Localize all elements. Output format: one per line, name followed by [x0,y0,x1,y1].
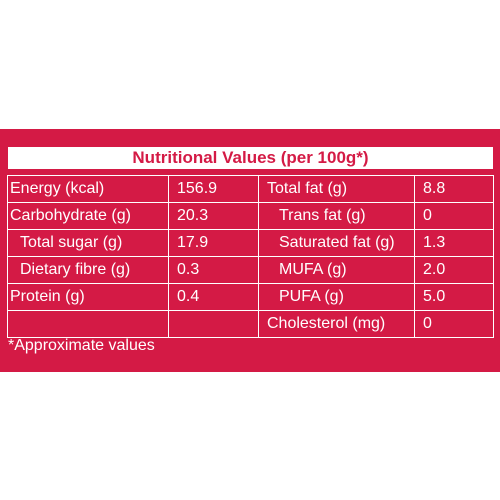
empty-value [168,310,259,338]
empty-label [7,310,169,338]
cholesterol-label: Cholesterol (mg) [258,310,415,338]
dietary-fibre-label: Dietary fibre (g) [7,256,169,284]
trans-fat-value: 0 [414,202,494,230]
nutrition-panel: Nutritional Values (per 100g*) Energy (k… [0,129,500,372]
table-row: Dietary fibre (g) 0.3 MUFA (g) 2.0 [7,256,494,284]
table-row: Energy (kcal) 156.9 Total fat (g) 8.8 [7,175,494,203]
table-row: Cholesterol (mg) 0 [7,310,494,338]
pufa-value: 5.0 [414,283,494,311]
cholesterol-value: 0 [414,310,494,338]
protein-label: Protein (g) [7,283,169,311]
table-row: Total sugar (g) 17.9 Saturated fat (g) 1… [7,229,494,257]
saturated-fat-label: Saturated fat (g) [258,229,415,257]
total-fat-label: Total fat (g) [258,175,415,203]
carbohydrate-value: 20.3 [168,202,259,230]
total-sugar-value: 17.9 [168,229,259,257]
nutrition-title: Nutritional Values (per 100g*) [8,147,493,169]
table-row: Carbohydrate (g) 20.3 Trans fat (g) 0 [7,202,494,230]
total-sugar-label: Total sugar (g) [7,229,169,257]
protein-value: 0.4 [168,283,259,311]
mufa-value: 2.0 [414,256,494,284]
pufa-label: PUFA (g) [258,283,415,311]
nutrition-table: Energy (kcal) 156.9 Total fat (g) 8.8 Ca… [7,175,494,338]
table-row: Protein (g) 0.4 PUFA (g) 5.0 [7,283,494,311]
mufa-label: MUFA (g) [258,256,415,284]
saturated-fat-value: 1.3 [414,229,494,257]
total-fat-value: 8.8 [414,175,494,203]
energy-value: 156.9 [168,175,259,203]
footnote: *Approximate values [8,337,155,354]
dietary-fibre-value: 0.3 [168,256,259,284]
carbohydrate-label: Carbohydrate (g) [7,202,169,230]
energy-label: Energy (kcal) [7,175,169,203]
trans-fat-label: Trans fat (g) [258,202,415,230]
